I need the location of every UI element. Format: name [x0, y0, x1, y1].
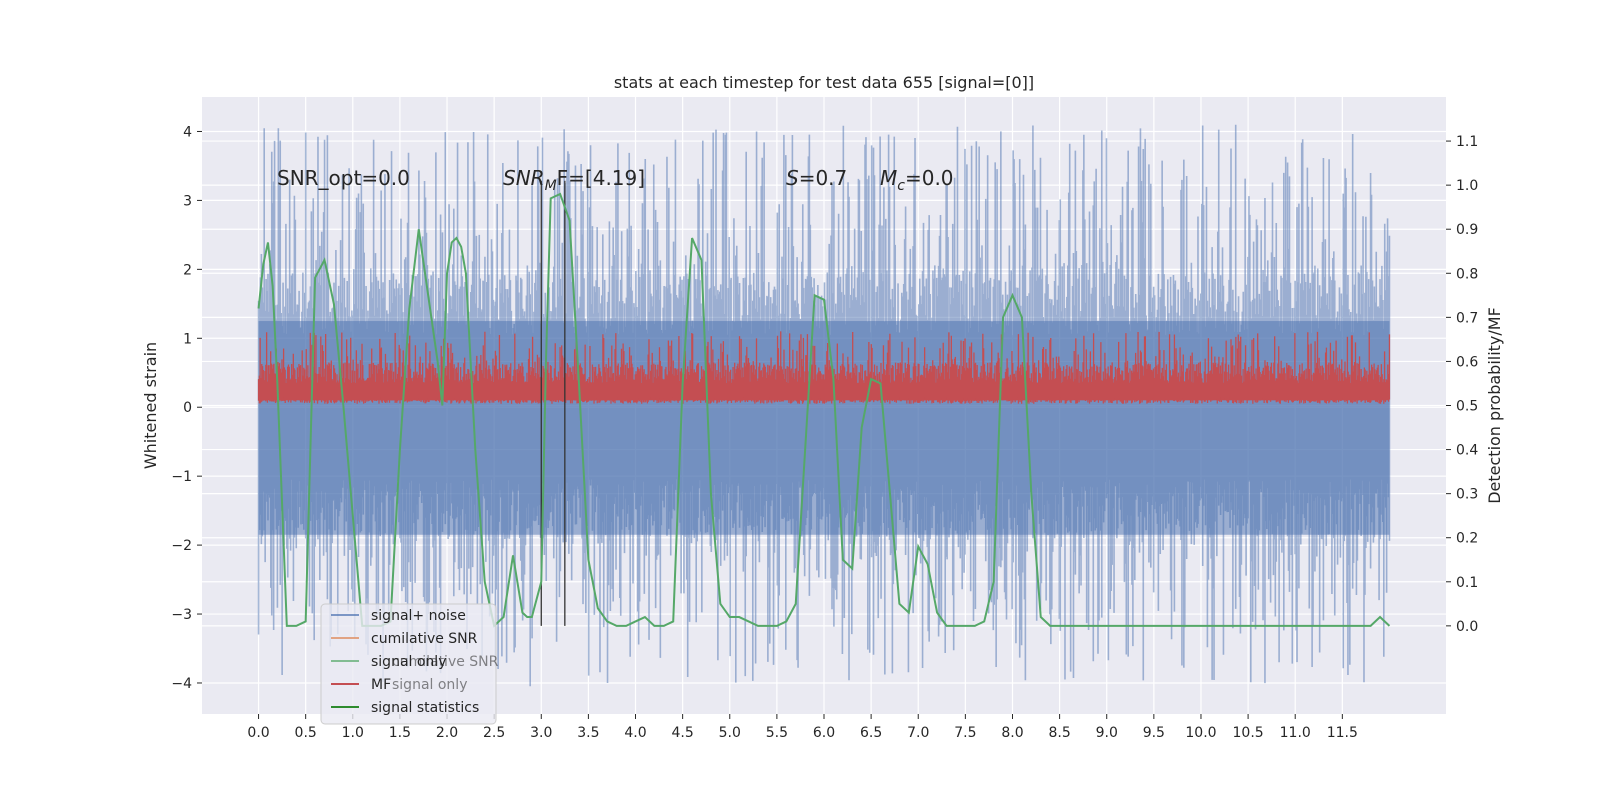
legend: cumilative SNR signal only signal+ noise… [320, 603, 499, 725]
noise-layer [257, 124, 1391, 687]
x-tick-label: 0.5 [295, 725, 317, 741]
annotation-s-italic: S [786, 166, 799, 190]
y2-tick-label: 0.8 [1456, 266, 1478, 282]
annotation-snr-mf-main: SNR [503, 166, 545, 190]
y2-tick-label: 0.7 [1456, 310, 1478, 326]
y2-tick-label: 1.1 [1456, 134, 1478, 150]
axes: 0.0 0.5 1.0 1.5 2.0 2.5 3.0 3.5 4.0 4.5 5.0 5.5 6.0 6… [171, 124, 1478, 741]
x-tick-label: 6.0 [813, 725, 835, 741]
annotations: SNR_opt=0.0 SNRMF=[4.19] S=0.7 Mc=0.0 [277, 166, 954, 194]
x-tick-label: 6.5 [860, 725, 882, 741]
y-tick-label: −4 [171, 676, 192, 692]
x-tick-label: 11.0 [1280, 725, 1311, 741]
x-tick-label: 7.5 [954, 725, 976, 741]
annotation-snr-opt: SNR_opt=0.0 [277, 166, 410, 190]
y2-tick-label: 0.0 [1456, 619, 1478, 635]
x-tick-label: 8.5 [1048, 725, 1070, 741]
y-tick-label: 2 [183, 262, 192, 278]
x-tick-label: 1.5 [389, 725, 411, 741]
annotation-mc: Mc=0.0 [880, 166, 954, 194]
legend-label-signal-statistics: signal statistics [371, 700, 479, 716]
x-tick-label: 9.5 [1143, 725, 1165, 741]
x-tick-label: 7.0 [907, 725, 929, 741]
legend-box [320, 603, 497, 725]
x-tick-label: 4.0 [624, 725, 646, 741]
annotation-s: S=0.7 [786, 166, 847, 190]
y-axis-label: Whitened strain [141, 342, 160, 469]
x-tick-label: 5.5 [766, 725, 788, 741]
series-mf [257, 331, 1391, 404]
y-tick-label: 1 [183, 331, 192, 347]
y-tick-label: 0 [183, 400, 192, 416]
legend-label-signal-only: signal only [371, 654, 446, 670]
y2-tick-label: 0.2 [1456, 531, 1478, 547]
x-tick-label: 0.0 [247, 725, 269, 741]
x-tick-label: 9.0 [1096, 725, 1118, 741]
x-tick-label: 2.0 [436, 725, 458, 741]
y2-tick-label: 1.0 [1456, 178, 1478, 194]
y2-tick-label: 0.1 [1456, 575, 1478, 591]
x-tick-label: 4.5 [672, 725, 694, 741]
x-tick-label: 5.0 [719, 725, 741, 741]
x-tick-label: 1.0 [342, 725, 364, 741]
y2-axis-label: Detection probability/MF [1485, 307, 1504, 504]
x-tick-label: 11.5 [1327, 725, 1358, 741]
x-tick-label: 10.5 [1233, 725, 1264, 741]
annotation-snr-mf-rest: F=[4.19] [557, 166, 645, 190]
x-tick-label: 2.5 [483, 725, 505, 741]
y2-tick-label: 0.6 [1456, 354, 1478, 370]
y2-tick-label: 0.5 [1456, 399, 1478, 415]
legend-ghost-label: cumilative SNR [392, 654, 499, 670]
x-tick-label: 3.5 [577, 725, 599, 741]
x-tick-label: 10.0 [1185, 725, 1216, 741]
annotation-mc-main: M [880, 166, 897, 190]
y-tick-label: −2 [171, 538, 192, 554]
legend-label-cumilative-snr: cumilative SNR [371, 631, 478, 647]
chart-title: stats at each timestep for test data 655… [614, 73, 1034, 92]
y2-tick-label: 0.3 [1456, 487, 1478, 503]
annotation-s-rest: =0.7 [799, 166, 848, 190]
y-tick-label: −3 [171, 607, 192, 623]
annotation-snr-mf: SNRMF=[4.19] [503, 166, 645, 194]
y2-tick-label: 0.4 [1456, 443, 1478, 459]
y-tick-label: 3 [183, 193, 192, 209]
legend-ghost-label: signal only [392, 677, 467, 693]
annotation-mc-sub: c [897, 178, 905, 194]
x-tick-label: 3.0 [530, 725, 552, 741]
x-tick-label: 8.0 [1001, 725, 1023, 741]
legend-label-signal-noise: signal+ noise [371, 608, 466, 624]
y-tick-label: −1 [171, 469, 192, 485]
annotation-mc-rest: =0.0 [905, 166, 954, 190]
legend-label-mf: MF [371, 677, 391, 693]
annotation-snr-mf-sub: M [545, 178, 557, 194]
y2-tick-label: 0.9 [1456, 222, 1478, 238]
y-tick-label: 4 [183, 124, 192, 140]
